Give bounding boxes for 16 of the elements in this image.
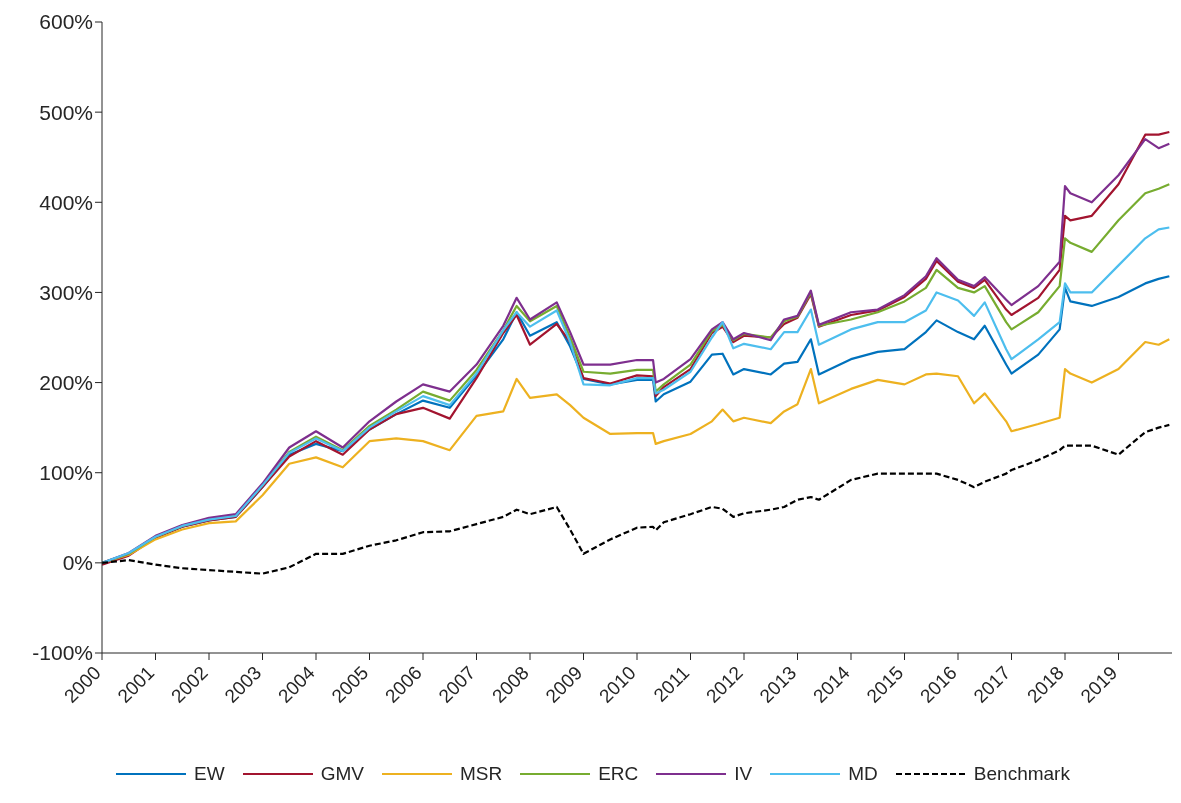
legend-label: Benchmark — [973, 763, 1070, 785]
y-tick-label: 300% — [39, 280, 93, 304]
legend-label: IV — [734, 763, 753, 785]
y-tick-label: 500% — [39, 100, 93, 124]
legend-label: MD — [848, 763, 878, 785]
legend-label: MSR — [459, 763, 503, 785]
legend-label: GMV — [320, 763, 364, 785]
line-series — [102, 423, 1171, 575]
legend-label: ERC — [598, 763, 639, 785]
y-tick-label: 400% — [39, 190, 93, 214]
y-tick-label: 200% — [39, 371, 93, 395]
legend-label: EW — [194, 763, 225, 785]
y-tick-label: 100% — [39, 461, 93, 485]
y-tick-label: 0% — [62, 551, 93, 575]
y-tick-label: 600% — [39, 10, 93, 34]
y-tick-label: -100% — [32, 641, 93, 665]
